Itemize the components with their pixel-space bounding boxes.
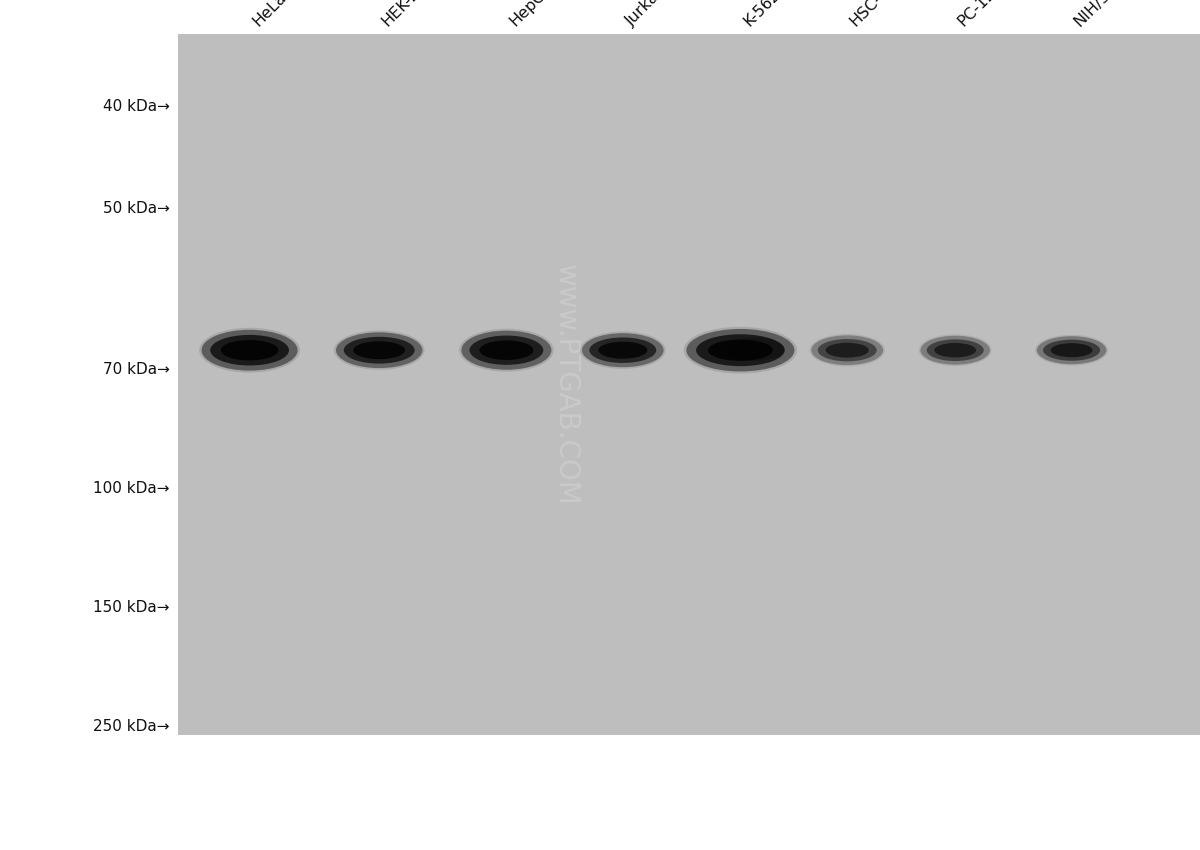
- Text: K-562: K-562: [740, 0, 782, 29]
- Ellipse shape: [809, 334, 884, 366]
- Ellipse shape: [582, 333, 664, 367]
- Ellipse shape: [696, 334, 785, 366]
- Ellipse shape: [725, 337, 785, 361]
- Ellipse shape: [599, 342, 647, 359]
- Ellipse shape: [580, 332, 666, 369]
- Text: 40 kDa→: 40 kDa→: [103, 99, 169, 114]
- Ellipse shape: [919, 334, 991, 366]
- Text: Jurkat: Jurkat: [623, 0, 666, 29]
- Ellipse shape: [1037, 337, 1106, 365]
- Ellipse shape: [686, 329, 794, 371]
- Text: HEK-293: HEK-293: [379, 0, 437, 29]
- Ellipse shape: [353, 342, 406, 360]
- Text: NIH/3T3: NIH/3T3: [1072, 0, 1128, 29]
- Ellipse shape: [480, 341, 533, 360]
- Ellipse shape: [461, 331, 552, 370]
- Ellipse shape: [935, 343, 976, 358]
- Text: www.PTGAB.COM: www.PTGAB.COM: [552, 264, 580, 506]
- Text: HSC-T6: HSC-T6: [847, 0, 899, 29]
- Ellipse shape: [817, 339, 877, 361]
- Ellipse shape: [221, 340, 278, 360]
- Ellipse shape: [460, 329, 553, 371]
- Ellipse shape: [926, 339, 984, 361]
- Ellipse shape: [1043, 340, 1100, 360]
- Text: PC-12: PC-12: [955, 0, 998, 29]
- Ellipse shape: [826, 343, 869, 358]
- Ellipse shape: [202, 330, 298, 371]
- Ellipse shape: [920, 336, 990, 365]
- Text: 250 kDa→: 250 kDa→: [94, 719, 169, 734]
- Ellipse shape: [1036, 335, 1108, 366]
- Ellipse shape: [210, 335, 289, 366]
- Text: HepG2: HepG2: [506, 0, 556, 29]
- Text: 50 kDa→: 50 kDa→: [103, 201, 169, 216]
- Text: 100 kDa→: 100 kDa→: [94, 481, 169, 496]
- Bar: [178, 34, 1200, 735]
- Ellipse shape: [469, 336, 544, 365]
- Ellipse shape: [684, 327, 797, 374]
- Ellipse shape: [811, 336, 883, 366]
- Ellipse shape: [708, 340, 773, 361]
- Ellipse shape: [589, 337, 656, 363]
- Ellipse shape: [336, 332, 422, 368]
- Text: 150 kDa→: 150 kDa→: [94, 600, 169, 615]
- Text: 70 kDa→: 70 kDa→: [103, 362, 169, 377]
- Text: HeLa: HeLa: [250, 0, 289, 29]
- Ellipse shape: [199, 328, 300, 372]
- Ellipse shape: [343, 337, 415, 364]
- Ellipse shape: [334, 331, 425, 370]
- Ellipse shape: [1051, 343, 1092, 357]
